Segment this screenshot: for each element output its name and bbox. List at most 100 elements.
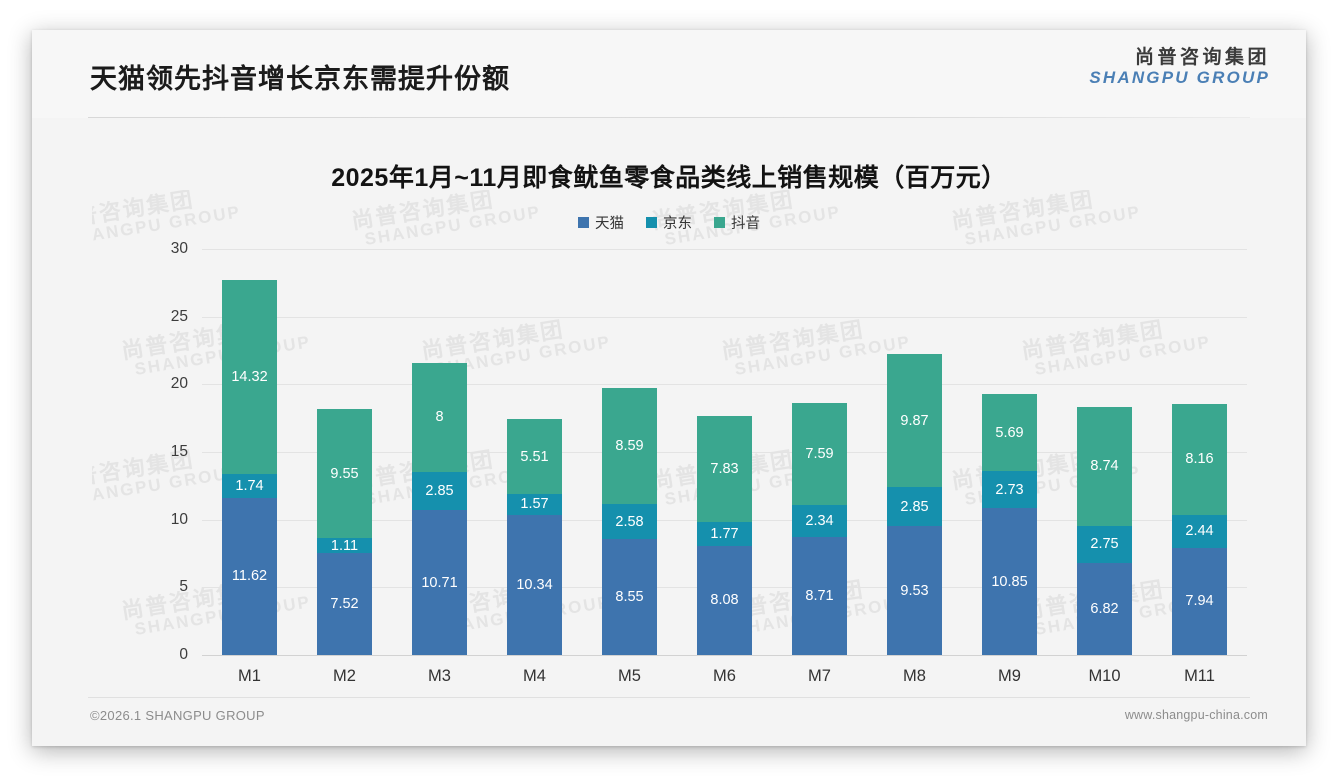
bar-stack[interactable]: 9.53 2.85 9.87 bbox=[887, 353, 942, 655]
bar-segment-京东[interactable]: 2.73 bbox=[982, 471, 1037, 509]
gridline bbox=[202, 384, 1247, 386]
bar-segment-抖音[interactable]: 5.69 bbox=[982, 394, 1037, 472]
bar-value-label: 9.55 bbox=[330, 465, 359, 482]
footer-copyright: ©2026.1 SHANGPU GROUP bbox=[90, 708, 265, 723]
legend-label: 京东 bbox=[663, 216, 692, 232]
bar-segment-天猫[interactable]: 11.62 bbox=[222, 497, 277, 655]
bar-segment-天猫[interactable]: 9.53 bbox=[887, 526, 942, 655]
bar-segment-天猫[interactable]: 6.82 bbox=[1077, 562, 1132, 655]
gridline bbox=[202, 249, 1247, 250]
bar-segment-天猫[interactable]: 10.85 bbox=[982, 508, 1037, 655]
bar-segment-抖音[interactable]: 7.83 bbox=[697, 415, 752, 522]
bar-value-label: 1.11 bbox=[330, 538, 359, 554]
brand-logo-cn: 尚普咨询集团 bbox=[1134, 47, 1270, 68]
bar-segment-京东[interactable]: 1.77 bbox=[697, 521, 752, 546]
bar-segment-天猫[interactable]: 7.94 bbox=[1172, 547, 1227, 655]
bar-value-label: 2.34 bbox=[805, 513, 834, 530]
page-title: 天猫领先抖音增长京东需提升份额 bbox=[90, 64, 510, 94]
bar-segment-京东[interactable]: 2.58 bbox=[602, 504, 657, 540]
y-axis-tick-label: 20 bbox=[170, 375, 188, 393]
y-axis-tick-label: 30 bbox=[170, 240, 188, 257]
bar-stack[interactable]: 7.52 1.11 9.55 bbox=[317, 408, 372, 655]
x-axis-tick-label: M4 bbox=[523, 667, 546, 685]
bar-segment-京东[interactable]: 2.85 bbox=[887, 487, 942, 527]
legend-item-京东[interactable]: 京东 bbox=[646, 212, 692, 233]
bar-value-label: 8.16 bbox=[1185, 451, 1214, 468]
bar-segment-京东[interactable]: 1.11 bbox=[317, 538, 372, 554]
bar-segment-抖音[interactable]: 7.59 bbox=[792, 402, 847, 506]
bar-segment-天猫[interactable]: 8.55 bbox=[602, 539, 657, 655]
bar-segment-抖音[interactable]: 8.74 bbox=[1077, 407, 1132, 526]
bar-segment-京东[interactable]: 2.34 bbox=[792, 505, 847, 538]
bar-stack[interactable]: 6.82 2.75 8.74 bbox=[1077, 407, 1132, 655]
bar-value-label: 2.44 bbox=[1185, 523, 1214, 540]
y-axis-tick-label: 0 bbox=[179, 646, 188, 663]
gridline bbox=[202, 655, 1247, 656]
bar-stack[interactable]: 10.34 1.57 5.51 bbox=[507, 419, 562, 655]
bar-stack[interactable]: 7.94 2.44 8.16 bbox=[1172, 404, 1227, 655]
bar-segment-抖音[interactable]: 8 bbox=[412, 363, 467, 472]
bar-value-label: 1.77 bbox=[710, 525, 739, 542]
x-axis-tick-label: M11 bbox=[1184, 667, 1215, 685]
chart-legend: 天猫 京东 抖音 bbox=[32, 212, 1306, 233]
bar-value-label: 1.57 bbox=[520, 496, 549, 513]
bar-segment-天猫[interactable]: 8.71 bbox=[792, 537, 847, 655]
gridline bbox=[202, 316, 1247, 318]
bar-stack[interactable]: 8.08 1.77 7.83 bbox=[697, 415, 752, 655]
footer-divider bbox=[88, 697, 1250, 698]
legend-label: 抖音 bbox=[731, 216, 760, 232]
bar-segment-抖音[interactable]: 5.51 bbox=[507, 419, 562, 494]
bar-value-label: 9.87 bbox=[900, 412, 929, 429]
bar-segment-京东[interactable]: 2.85 bbox=[412, 471, 467, 511]
bar-segment-抖音[interactable]: 8.59 bbox=[602, 388, 657, 505]
bar-stack[interactable]: 10.71 2.85 8 bbox=[412, 363, 467, 655]
bar-value-label: 7.59 bbox=[805, 446, 834, 463]
bar-value-label: 8 bbox=[435, 409, 444, 426]
bar-group: 10.34 1.57 5.51 M4 bbox=[487, 249, 582, 685]
bar-value-label: 9.53 bbox=[900, 582, 929, 599]
footer-website: www.shangpu-china.com bbox=[1124, 708, 1268, 722]
bar-value-label: 2.85 bbox=[900, 498, 929, 515]
bar-stack[interactable]: 8.71 2.34 7.59 bbox=[792, 402, 847, 655]
bar-segment-京东[interactable]: 2.44 bbox=[1172, 514, 1227, 548]
bar-stack[interactable]: 8.55 2.58 8.59 bbox=[602, 388, 657, 655]
bar-value-label: 5.69 bbox=[995, 424, 1024, 441]
bar-segment-天猫[interactable]: 10.34 bbox=[507, 515, 562, 655]
legend-item-天猫[interactable]: 天猫 bbox=[578, 212, 624, 233]
bar-segment-天猫[interactable]: 8.08 bbox=[697, 545, 752, 655]
chart-bars: 11.62 1.74 14.32 M1 7.52 1.11 9.55 M2 10.71 2.85 8… bbox=[202, 249, 1247, 685]
bar-segment-天猫[interactable]: 7.52 bbox=[317, 553, 372, 655]
bar-segment-抖音[interactable]: 9.87 bbox=[887, 353, 942, 488]
legend-swatch-icon bbox=[578, 217, 589, 228]
bar-group: 7.94 2.44 8.16 M11 bbox=[1152, 249, 1247, 685]
bar-value-label: 5.51 bbox=[520, 448, 549, 465]
bar-value-label: 10.34 bbox=[516, 577, 553, 594]
bar-segment-抖音[interactable]: 14.32 bbox=[222, 280, 277, 475]
slide-footer: ©2026.1 SHANGPU GROUP www.shangpu-china.… bbox=[32, 708, 1306, 730]
bar-segment-京东[interactable]: 1.57 bbox=[507, 493, 562, 516]
bar-value-label: 10.85 bbox=[991, 573, 1028, 590]
bar-group: 7.52 1.11 9.55 M2 bbox=[297, 249, 392, 685]
legend-item-抖音[interactable]: 抖音 bbox=[714, 212, 760, 233]
bar-segment-抖音[interactable]: 8.16 bbox=[1172, 404, 1227, 515]
bar-value-label: 2.58 bbox=[615, 513, 644, 530]
bar-value-label: 10.71 bbox=[421, 574, 458, 591]
header-divider bbox=[88, 117, 1250, 118]
chart-title: 2025年1月~11月即食鱿鱼零食品类线上销售规模（百万元） bbox=[331, 164, 1007, 192]
brand-logo: 尚普咨询集团 SHANGPU GROUP bbox=[1089, 48, 1270, 87]
x-axis-tick-label: M6 bbox=[713, 667, 736, 685]
bar-segment-天猫[interactable]: 10.71 bbox=[412, 510, 467, 655]
bar-stack[interactable]: 10.85 2.73 5.69 bbox=[982, 394, 1037, 655]
bar-segment-抖音[interactable]: 9.55 bbox=[317, 408, 372, 539]
bar-segment-京东[interactable]: 1.74 bbox=[222, 474, 277, 498]
bar-group: 6.82 2.75 8.74 M10 bbox=[1057, 249, 1152, 685]
bar-stack[interactable]: 11.62 1.74 14.32 bbox=[222, 280, 277, 655]
x-axis-tick-label: M3 bbox=[428, 667, 451, 685]
chart-plot-area: 0 5 10 15 20 25 30 11.62 1.74 14.32 M1 7.52 1.11 9.5… bbox=[92, 240, 1252, 690]
bar-value-label: 8.59 bbox=[615, 438, 644, 455]
bar-group: 8.55 2.58 8.59 M5 bbox=[582, 249, 677, 685]
x-axis-tick-label: M1 bbox=[238, 667, 261, 685]
slide-header: 天猫领先抖音增长京东需提升份额 尚普咨询集团 SHANGPU GROUP bbox=[32, 30, 1306, 118]
bar-segment-京东[interactable]: 2.75 bbox=[1077, 525, 1132, 563]
legend-label: 天猫 bbox=[595, 216, 624, 232]
